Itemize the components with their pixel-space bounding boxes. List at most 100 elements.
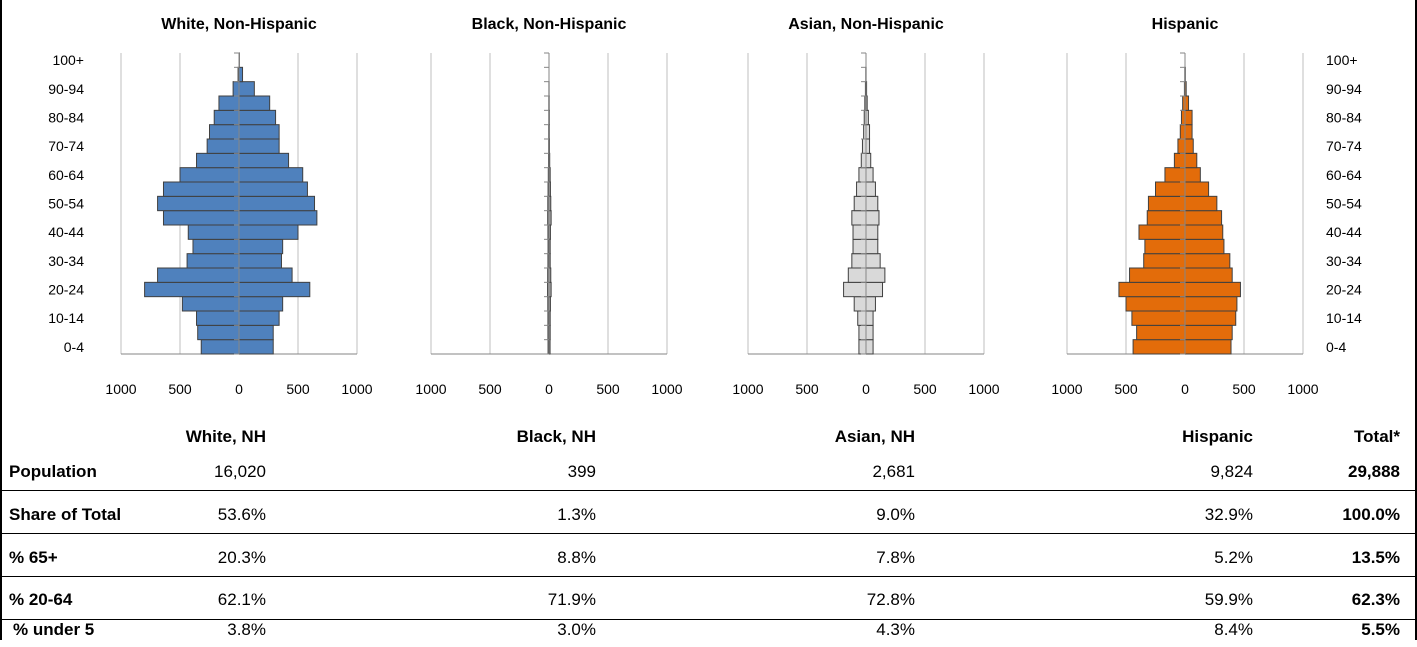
pyramid-bar [239,96,270,110]
x-tick-label: 1000 [415,381,446,397]
pyramid-bar [239,139,279,153]
pyramid-bar [163,211,239,225]
age-label-left: 30-34 [48,253,84,269]
pyramid-bar [1130,268,1185,282]
pyramid-bar [866,325,873,339]
pyramid-bar [239,211,317,225]
pyramid-bar [1148,196,1185,210]
pyramid-bar [1126,297,1185,311]
cell-black: 399 [568,462,596,482]
chart-title: White, Non-Hispanic [161,16,317,33]
pyramid-bar [1133,340,1185,354]
pyramid-bar [1185,297,1237,311]
cell-hispanic: 32.9% [1205,505,1253,525]
x-tick-label: 500 [913,381,937,397]
age-label-left: 60-64 [48,167,84,183]
pyramid-bar [866,196,878,210]
pyramid-bar [1185,153,1197,167]
cell-black: 71.9% [548,590,596,610]
cell-white: 16,020 [214,462,266,482]
age-label-left: 20-24 [48,282,84,298]
pyramid-bar [239,254,281,268]
pyramid-bar [233,82,239,96]
pyramid-bar [198,325,239,339]
header-hispanic: Hispanic [1182,427,1253,447]
pyramid-bar [866,254,880,268]
cell-asian: 7.8% [876,548,915,568]
cell-white: 20.3% [218,548,266,568]
cell-hispanic: 5.2% [1214,548,1253,568]
cell-total: 5.5% [1361,620,1400,640]
pyramid-bar [859,340,866,354]
pyramid-bar [158,268,239,282]
pyramid-bar [188,225,239,239]
row-label: % 65+ [9,548,58,568]
age-label-left: 10-14 [48,310,84,326]
cell-total: 29,888 [1348,462,1400,482]
cell-asian: 4.3% [876,620,915,640]
row-divider [2,533,1415,534]
pyramid-bar [193,239,239,253]
table-header-row: White, NH Black, NH Asian, NH Hispanic T… [0,420,1417,454]
pyramid-bar [1185,325,1232,339]
pyramid-bar [1185,110,1192,124]
cell-black: 8.8% [557,548,596,568]
summary-table: White, NH Black, NH Asian, NH Hispanic T… [0,420,1417,640]
cell-black: 3.0% [557,620,596,640]
age-label-right: 80-84 [1326,110,1362,126]
pyramid-bar [207,139,239,153]
pyramid-bar [239,125,279,139]
pyramid-bar [848,268,866,282]
pyramid-bar [210,125,240,139]
table-row: % 65+ 20.3% 8.8% 7.8% 5.2% 13.5% [0,541,1417,575]
pyramid-bar [145,282,239,296]
pyramid-bar [1185,139,1193,153]
pyramid-bar [854,297,866,311]
pyramid-bar [866,268,885,282]
table-row: Share of Total 53.6% 1.3% 9.0% 32.9% 100… [0,498,1417,532]
pyramid-bar [239,268,292,282]
pyramid-bar [1185,225,1223,239]
pyramid-bar [1185,254,1230,268]
pyramid-bar [1185,239,1224,253]
pyramid-bar [859,325,866,339]
pyramid-bar [239,182,307,196]
chart-title: Hispanic [1152,16,1219,33]
chart-title: Asian, Non-Hispanic [788,16,944,33]
pyramid-bar [866,139,870,153]
pyramid-bar [214,110,239,124]
header-black: Black, NH [517,427,596,447]
x-tick-label: 500 [478,381,502,397]
pyramid-bar [1181,110,1185,124]
age-label-left: 0-4 [64,339,84,355]
pyramid-bar [239,340,273,354]
x-tick-label: 500 [795,381,819,397]
pyramid-bar [1185,211,1222,225]
x-tick-label: 500 [286,381,310,397]
pyramid-bar [219,96,239,110]
x-tick-label: 1000 [1287,381,1318,397]
x-tick-label: 500 [1232,381,1256,397]
pyramid-bar [1137,325,1185,339]
pyramid-bar [861,153,866,167]
chart-title: Black, Non-Hispanic [472,16,627,33]
pyramid-bar [239,297,283,311]
x-tick-label: 500 [168,381,192,397]
pyramid-bar [1185,268,1232,282]
pyramid-bar [182,297,239,311]
pyramid-bar [853,225,866,239]
pyramid-bar [866,282,883,296]
pyramid-bar [1119,282,1185,296]
age-label-left: 70-74 [48,138,84,154]
pyramid-bar [197,153,239,167]
header-total: Total* [1354,427,1400,447]
age-label-right: 60-64 [1326,167,1362,183]
pyramid-bar [1165,168,1185,182]
pyramid-bar [854,196,866,210]
age-label-right: 100+ [1326,52,1358,68]
pyramid-bar [1185,311,1236,325]
pyramid-bar [239,325,273,339]
pyramid-bar [866,239,878,253]
